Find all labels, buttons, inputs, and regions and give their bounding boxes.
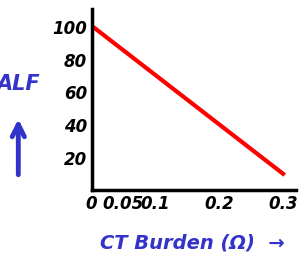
Text: ALF: ALF xyxy=(0,74,40,94)
Text: CT Burden (Ω)  →: CT Burden (Ω) → xyxy=(100,232,285,251)
